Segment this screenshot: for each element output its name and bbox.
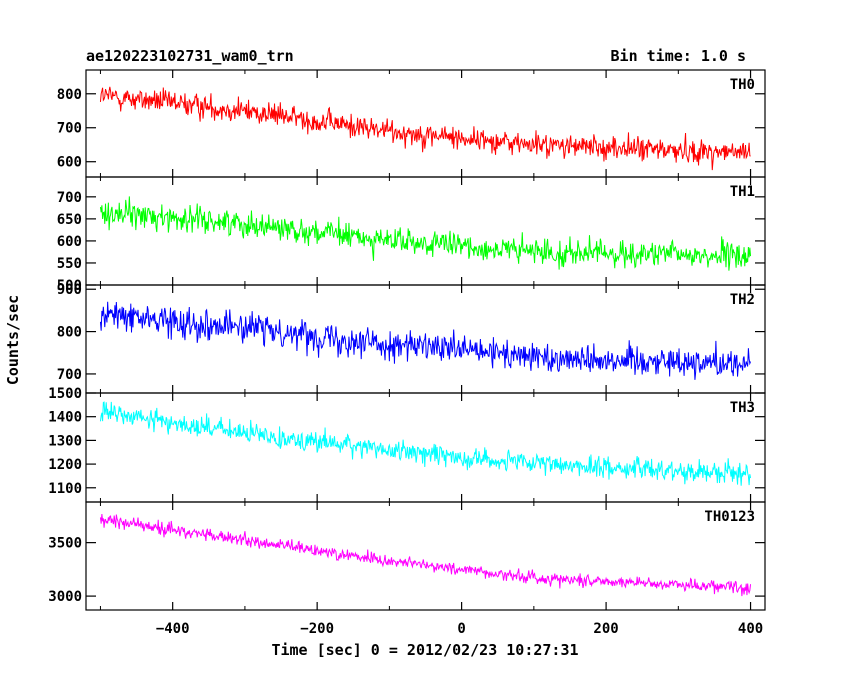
panel-name: TH0 <box>730 77 755 93</box>
y-tick-label: 900 <box>57 282 82 298</box>
x-tick-label: 400 <box>738 621 763 637</box>
y-tick-label: 700 <box>57 190 82 206</box>
panel-name: TH3 <box>730 400 755 416</box>
panel-name: TH0123 <box>704 509 755 525</box>
panel-th0: 600 700 800 TH0 <box>57 69 766 178</box>
y-tick-label: 1300 <box>48 433 82 449</box>
series-line-th1 <box>99 196 752 271</box>
x-tick-label: −400 <box>156 621 190 637</box>
panel-frame <box>85 176 766 286</box>
x-tick-labels: −400 −200 0 200 400 <box>156 621 763 637</box>
y-tick-label: 550 <box>57 256 82 272</box>
x-axis-label: Time [sec] 0 = 2012/02/23 10:27:31 <box>271 641 578 659</box>
y-tick-label: 650 <box>57 212 82 228</box>
panel-frame <box>85 501 766 611</box>
y-tick-label: 1400 <box>48 410 82 426</box>
panel-th2: 700 800 900 TH2 <box>57 282 766 394</box>
panel-th1: 500 550 600 650 700 TH1 <box>57 176 766 294</box>
panel-frame <box>85 69 766 178</box>
y-tick-label: 800 <box>57 87 82 103</box>
bin-time-label: Bin time: 1.0 s <box>611 47 746 65</box>
panel-th0123: 3000 3500 TH0123 <box>48 501 766 611</box>
y-tick-label: 700 <box>57 121 82 137</box>
series-line-th0123 <box>99 513 752 597</box>
panel-th3: 1100 1200 1300 1400 1500 TH3 <box>48 386 766 503</box>
series-line-th3 <box>99 401 752 486</box>
panel-name: TH2 <box>730 292 755 308</box>
series-line-th2 <box>99 301 752 380</box>
y-tick-label: 500 <box>57 278 82 294</box>
panels: 600 700 800 TH0 500 550 600 650 700 TH1 700 800 900 T… <box>48 69 766 611</box>
x-tick-label: −200 <box>300 621 334 637</box>
panel-name: TH1 <box>730 184 755 200</box>
y-tick-label: 600 <box>57 234 82 250</box>
y-tick-label: 1500 <box>48 386 82 402</box>
y-tick-label: 600 <box>57 155 82 171</box>
x-tick-label: 200 <box>593 621 618 637</box>
panel-frame <box>85 392 766 503</box>
y-axis-label: Counts/sec <box>4 295 22 385</box>
y-tick-label: 700 <box>57 367 82 383</box>
y-tick-label: 3500 <box>48 536 82 552</box>
y-tick-label: 1200 <box>48 457 82 473</box>
series-line-th0 <box>99 86 751 171</box>
y-tick-label: 3000 <box>48 589 82 605</box>
y-tick-label: 800 <box>57 325 82 341</box>
chart-title: ae120223102731_wam0_trn <box>86 47 294 65</box>
x-tick-label: 0 <box>457 621 465 637</box>
y-tick-label: 1100 <box>48 481 82 497</box>
